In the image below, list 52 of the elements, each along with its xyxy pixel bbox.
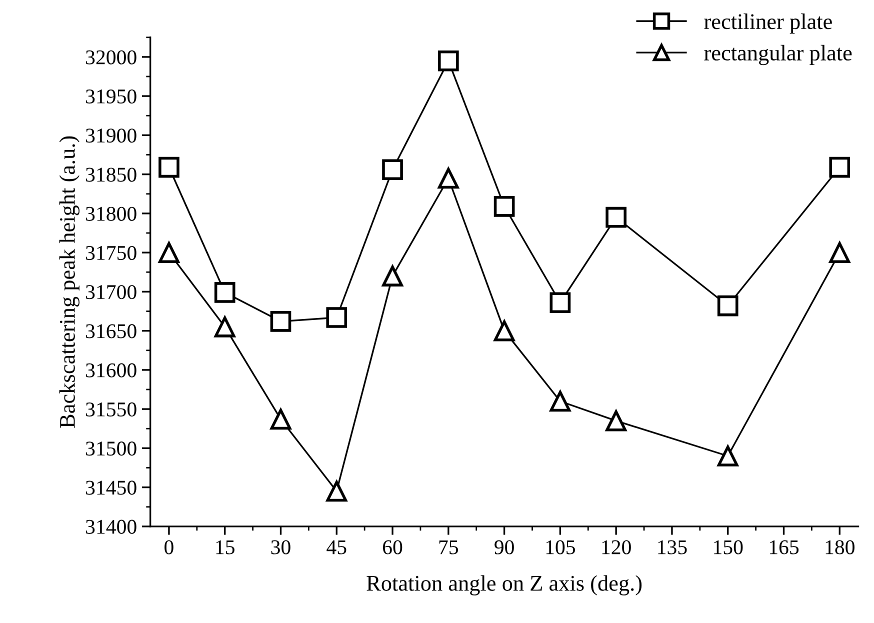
point — [438, 50, 459, 72]
point — [717, 446, 738, 466]
y-tick-label: 32000 — [86, 50, 136, 64]
y-tick-label: 31450 — [86, 480, 136, 495]
y-tick-label: 31400 — [86, 520, 136, 534]
point — [438, 168, 459, 189]
point — [494, 196, 515, 217]
point — [382, 159, 403, 180]
y-tick-label: 31950 — [86, 89, 136, 104]
x-tick-label: 135 — [658, 540, 687, 554]
point — [158, 242, 180, 263]
x-tick-label: 120 — [602, 540, 631, 554]
x-tick-label: 150 — [714, 540, 743, 554]
point — [829, 156, 850, 178]
x-tick-label: 165 — [770, 540, 799, 554]
x-tick-label: 90 — [494, 540, 514, 554]
x-tick-label: 75 — [439, 540, 458, 554]
y-tick-label: 31800 — [86, 206, 136, 221]
y-tick-label: 31550 — [86, 402, 136, 416]
y-tick-label: 31850 — [86, 168, 136, 182]
point — [158, 156, 180, 178]
point — [326, 480, 348, 502]
x-tick-label: 60 — [382, 540, 402, 554]
point — [606, 410, 626, 432]
point — [214, 282, 236, 303]
x-tick-label: 15 — [216, 540, 234, 554]
point — [270, 311, 292, 332]
y-tick-label: 31700 — [86, 285, 136, 300]
point — [717, 295, 738, 316]
y-tick-label: 31900 — [86, 128, 136, 143]
y-tick-label: 31500 — [86, 442, 136, 456]
y-tick-label: 31750 — [86, 246, 136, 260]
point — [829, 242, 850, 263]
point — [606, 206, 626, 228]
point — [550, 390, 571, 412]
x-tick-label: 30 — [271, 540, 290, 554]
y-axis-title: Backscattering peak height (a.u.) — [59, 136, 80, 428]
x-tick-label: 105 — [546, 540, 575, 554]
point — [494, 320, 515, 342]
x-tick-label: 45 — [326, 540, 346, 554]
legend-label: rectangular plate — [704, 44, 852, 66]
point — [326, 307, 348, 328]
y-tick-label: 31600 — [86, 363, 136, 378]
point — [550, 292, 571, 314]
point — [214, 316, 236, 338]
y-tick-label: 31650 — [86, 324, 136, 338]
x-axis-title: Rotation angle on Z axis (deg.) — [366, 575, 642, 596]
point — [270, 408, 292, 430]
x-tick-label: 0 — [164, 540, 174, 554]
x-tick-label: 180 — [826, 540, 854, 554]
point — [382, 266, 403, 286]
legend-label: rectiliner plate — [704, 14, 832, 34]
